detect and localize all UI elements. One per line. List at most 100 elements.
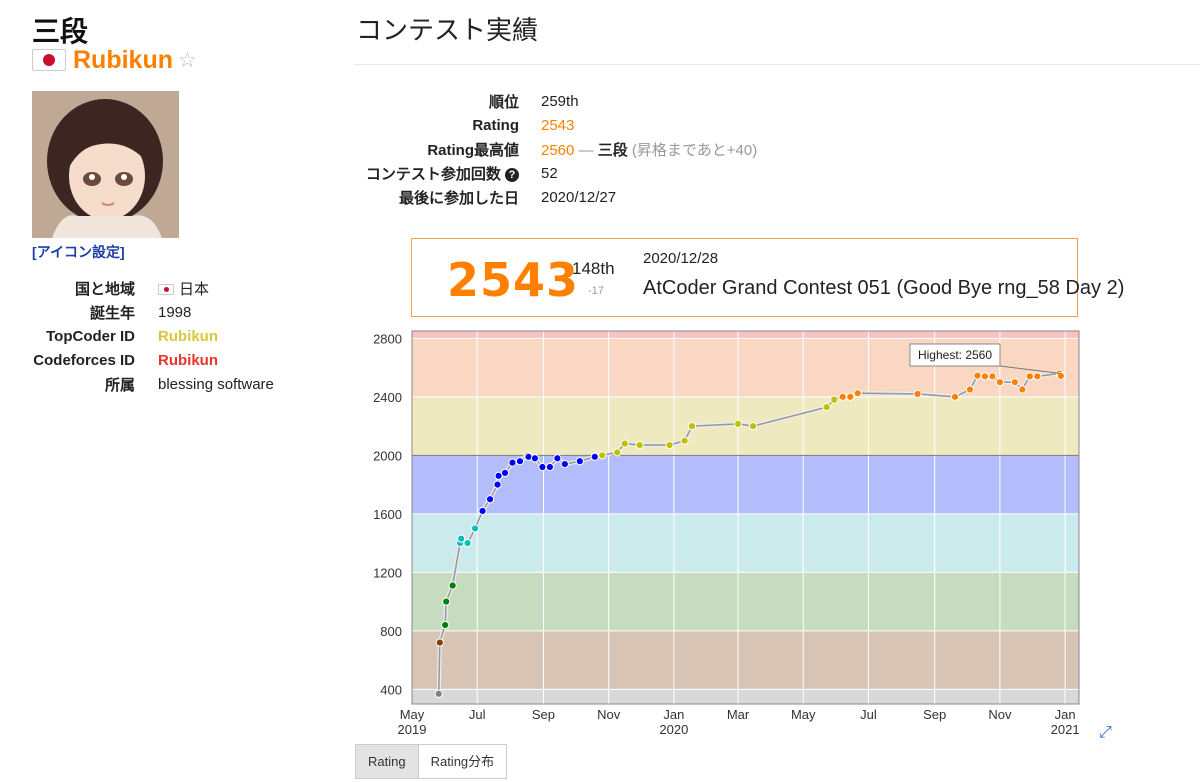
divider (354, 64, 1200, 65)
highest-callout-box (909, 343, 1001, 367)
rating-point (853, 389, 862, 398)
affiliation-label: 所属 (104, 376, 135, 394)
rating-point (1018, 385, 1027, 394)
rating-point (733, 419, 743, 428)
rating-point (748, 421, 758, 431)
rating-point (1033, 372, 1042, 381)
rating-point (493, 480, 502, 489)
y-tick-label: 400 (380, 682, 402, 697)
rating-point (575, 457, 584, 466)
tab-rating[interactable]: Rating (355, 744, 419, 779)
rating-point (687, 421, 697, 431)
rating-point (485, 495, 495, 504)
topcoder-link[interactable]: Rubikun (158, 327, 218, 345)
rating-point (500, 468, 510, 477)
highest-dan: 三段 (597, 141, 628, 159)
y-tick-label: 2800 (373, 331, 402, 346)
x-tick-year-label: 2019 (398, 722, 427, 737)
username-row: Rubikun ☆ (32, 44, 197, 76)
x-tick-label: Jul (469, 707, 486, 722)
rating-point (441, 620, 450, 630)
x-tick-label: Jan (663, 707, 684, 722)
japan-flag-icon (32, 49, 66, 71)
x-tick-label: Sep (923, 707, 946, 722)
x-tick-label: Sep (532, 707, 555, 722)
y-tick-label: 1200 (373, 565, 402, 580)
profile-row-affiliation: 所属 blessing software (32, 372, 274, 396)
rating-band (412, 455, 1079, 514)
rating-point (470, 524, 480, 533)
rating-point (830, 395, 839, 404)
rating-point (508, 458, 517, 467)
stats-row-rating: Rating 2543 (350, 113, 757, 137)
y-tick-label: 800 (380, 624, 402, 639)
rating-point (538, 462, 547, 472)
star-icon[interactable]: ☆ (178, 48, 197, 72)
rating-point (980, 372, 990, 381)
profile-table: 国と地域 日本 誕生年 1998 TopCoder ID Rubikun Cod… (32, 276, 274, 396)
x-tick-year-label: 2020 (659, 722, 688, 737)
rating-point (560, 460, 569, 469)
y-tick-label: 2400 (373, 390, 402, 405)
x-tick-label: Nov (597, 707, 621, 722)
promotion-note: (昇格まであと+40) (627, 141, 758, 159)
country-value: 日本 (158, 276, 274, 300)
rating-point (973, 371, 982, 380)
profile-row-country: 国と地域 日本 (32, 276, 274, 300)
rating-point (1025, 372, 1034, 381)
rating-point (988, 372, 997, 381)
rating-point (822, 402, 831, 412)
stats-row-rank: 順位 259th (350, 89, 757, 113)
count-label-cell: コンテスト参加回数 ? (350, 161, 541, 185)
profile-row-codeforces: Codeforces ID Rubikun (32, 348, 274, 372)
rating-band (412, 513, 1079, 573)
rating-point (590, 452, 599, 461)
highest-callout-label: Highest: 2560 (918, 348, 992, 362)
count-value: 52 (541, 164, 558, 182)
plot-frame (411, 330, 1080, 705)
icon-settings-link[interactable]: [アイコン設定] (32, 244, 125, 260)
avatar (32, 91, 179, 238)
rating-point (442, 597, 451, 606)
birthyear-label: 誕生年 (89, 304, 135, 322)
username[interactable]: Rubikun (73, 45, 173, 74)
japan-flag-icon (158, 283, 174, 295)
rating-point (665, 440, 674, 450)
rating-point (1056, 371, 1065, 381)
rating-point (598, 451, 607, 460)
expand-icon[interactable]: ⤢ (1099, 724, 1112, 741)
rating-point (457, 534, 466, 543)
tab-rating-distribution[interactable]: Rating分布 (418, 744, 508, 779)
rating-point (448, 581, 457, 590)
count-label: コンテスト参加回数 (365, 165, 501, 183)
rating-point (463, 538, 472, 548)
dan-title: 三段 (32, 16, 89, 47)
question-icon[interactable]: ? (505, 167, 519, 182)
last-value: 2020/12/27 (541, 188, 617, 206)
rating-point (965, 385, 975, 394)
chart-tabs: Rating Rating分布 (355, 744, 508, 779)
country-name: 日本 (179, 280, 210, 298)
codeforces-link[interactable]: Rubikun (158, 351, 218, 369)
rating-point (950, 392, 960, 401)
rating-point (620, 439, 629, 448)
codeforces-label: Codeforces ID (33, 351, 135, 369)
rating-point (553, 454, 562, 463)
x-tick-label: Mar (727, 707, 750, 722)
rating-point (434, 689, 443, 698)
avatar-illustration (32, 91, 179, 238)
rating-point (515, 457, 525, 466)
rating-point (838, 392, 847, 401)
topcoder-label: TopCoder ID (46, 327, 135, 345)
info-date: 2020/12/28 (643, 250, 719, 267)
rating-point (1010, 378, 1019, 387)
rating-point (913, 389, 922, 398)
x-tick-label: Nov (988, 707, 1012, 722)
highest-label: Rating最高値 (427, 141, 519, 159)
rating-point (435, 638, 444, 647)
y-tick-label: 1600 (373, 507, 402, 522)
stats-table: 順位 259th Rating 2543 Rating最高値 2560 — 三段… (350, 89, 757, 209)
page-title: コンテスト実績 (356, 15, 539, 45)
info-contest-name[interactable]: AtCoder Grand Contest 051 (Good Bye rng_… (643, 277, 1125, 299)
